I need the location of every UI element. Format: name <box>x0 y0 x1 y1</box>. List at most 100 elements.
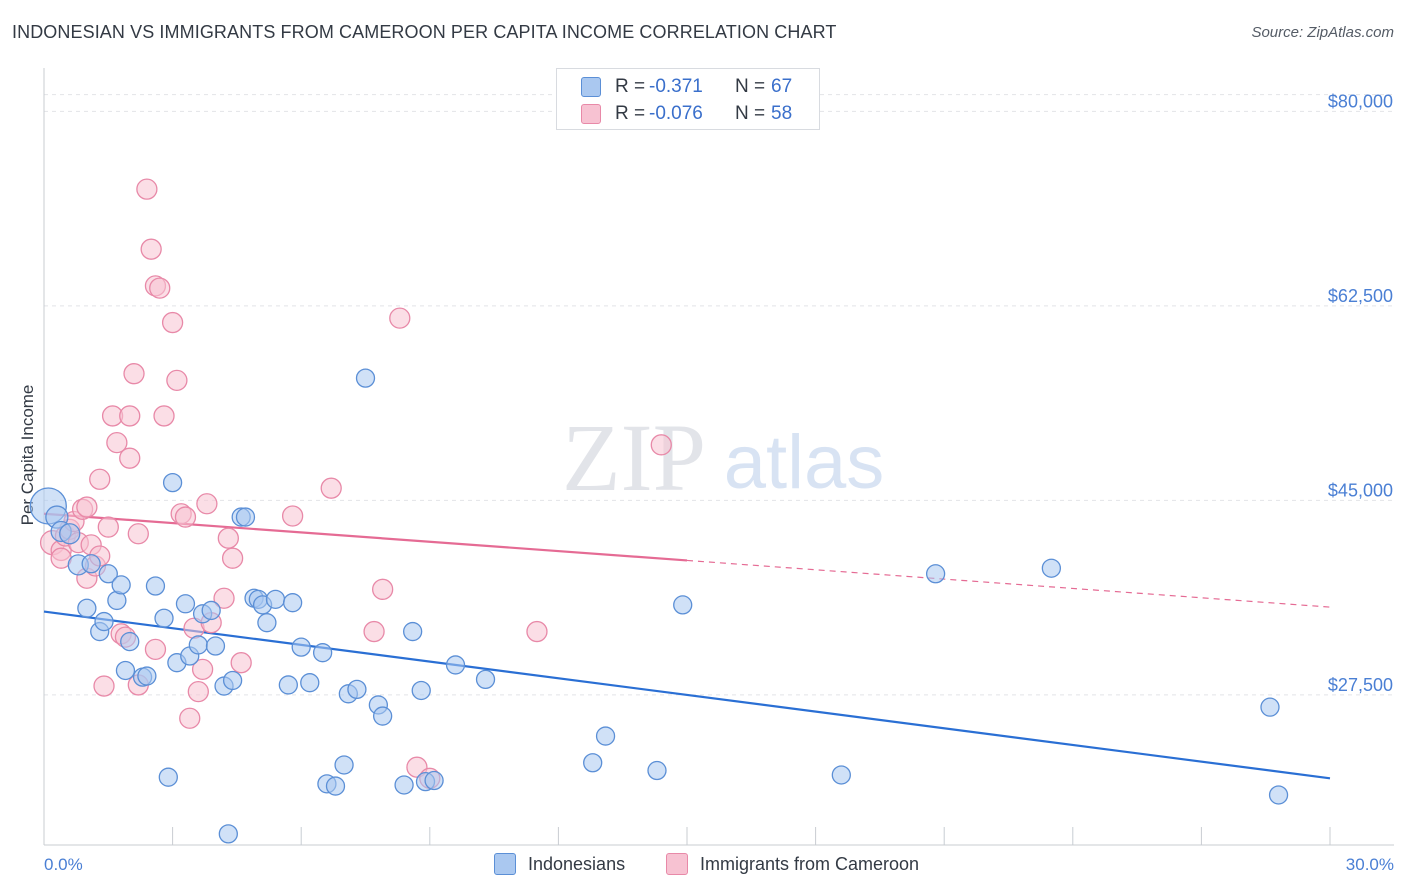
legend-swatch-blue <box>494 853 516 875</box>
chart-title: INDONESIAN VS IMMIGRANTS FROM CAMEROON P… <box>12 22 837 42</box>
data-point <box>149 277 171 299</box>
stats-r-label: R = <box>615 76 646 97</box>
data-point <box>218 824 238 844</box>
data-point <box>831 765 851 785</box>
data-point <box>137 666 157 686</box>
data-point <box>1268 785 1289 805</box>
trend-line-solid <box>43 512 688 562</box>
data-point <box>312 643 333 663</box>
stats-n-value: 67 <box>771 76 793 97</box>
legend-label: Immigrants from Cameroon <box>700 854 920 874</box>
data-point <box>166 369 188 392</box>
data-point <box>389 307 411 329</box>
data-point <box>179 707 201 729</box>
data-point <box>81 554 101 574</box>
data-point <box>257 613 277 633</box>
data-point <box>111 575 131 595</box>
data-point <box>475 669 496 690</box>
data-point <box>187 680 209 703</box>
data-point <box>334 755 354 775</box>
data-point <box>77 598 97 618</box>
data-point <box>411 680 431 701</box>
data-point <box>120 631 140 652</box>
data-point <box>153 405 175 427</box>
stats-swatch-pink <box>581 104 601 124</box>
data-point <box>583 753 603 773</box>
data-point <box>145 576 166 596</box>
data-point <box>673 595 693 615</box>
data-point <box>94 611 114 632</box>
source-label: Source: ZipAtlas.com <box>1251 24 1394 41</box>
data-point <box>127 523 149 545</box>
gridlines <box>44 94 1394 696</box>
watermark-atlas: atlas <box>724 420 885 505</box>
data-point <box>93 675 115 697</box>
trend-lines <box>43 512 1331 780</box>
data-point <box>217 527 239 549</box>
data-point <box>154 608 174 628</box>
y-tick-label: $27,500 <box>1328 675 1393 695</box>
data-point <box>213 587 235 609</box>
data-point <box>371 578 394 600</box>
data-point <box>278 675 298 695</box>
data-point <box>355 368 376 388</box>
data-point <box>123 363 145 385</box>
data-point <box>291 637 311 657</box>
data-point <box>347 679 367 700</box>
data-point <box>650 434 672 456</box>
axes <box>43 68 1394 846</box>
trend-line-solid <box>43 610 1331 780</box>
data-point <box>119 447 141 469</box>
x-tick-min: 0.0% <box>44 855 83 874</box>
data-point <box>119 405 141 427</box>
data-point <box>175 594 196 614</box>
data-point <box>97 516 119 538</box>
data-point <box>325 776 346 796</box>
data-point <box>925 564 946 584</box>
data-point <box>106 431 128 454</box>
data-point <box>76 496 98 518</box>
data-point <box>282 593 303 613</box>
stats-n-label: N = <box>735 103 766 124</box>
y-tick-labels: $80,000 $62,500 $45,000 $27,500 <box>1328 91 1393 695</box>
data-point <box>201 600 221 621</box>
trend-line-dashed <box>686 559 1331 608</box>
y-tick-label: $80,000 <box>1328 91 1393 111</box>
data-point <box>394 775 414 795</box>
stats-r-value: -0.076 <box>649 103 703 124</box>
data-point <box>158 767 178 787</box>
data-point <box>230 652 252 674</box>
data-point <box>372 706 393 726</box>
stats-n-label: N = <box>735 76 766 97</box>
data-point <box>1041 558 1062 578</box>
data-point <box>445 655 466 675</box>
data-point <box>222 670 243 691</box>
data-point <box>647 760 667 781</box>
data-point <box>403 621 423 642</box>
series-indonesians-points <box>29 368 1289 844</box>
data-point <box>188 635 208 655</box>
data-point <box>162 472 183 493</box>
stats-r-label: R = <box>615 103 646 124</box>
data-point <box>89 468 111 490</box>
data-point <box>144 638 167 661</box>
data-point <box>59 523 81 545</box>
data-point <box>205 636 226 656</box>
watermark: ZIP atlas <box>562 404 884 511</box>
y-tick-label: $45,000 <box>1328 480 1393 500</box>
y-tick-label: $62,500 <box>1328 286 1393 306</box>
data-point <box>140 238 162 260</box>
data-point <box>191 658 214 681</box>
data-point <box>363 620 385 643</box>
data-point <box>595 726 616 746</box>
legend-swatch-pink <box>666 853 688 875</box>
watermark-zip: ZIP <box>562 404 706 511</box>
data-point <box>196 493 218 515</box>
data-point <box>136 178 158 200</box>
data-point <box>320 477 342 499</box>
data-point <box>235 507 256 527</box>
x-tick-max: 30.0% <box>1346 855 1394 874</box>
data-point <box>526 620 548 643</box>
stats-r-value: -0.371 <box>649 76 703 97</box>
stats-swatch-blue <box>581 77 601 97</box>
